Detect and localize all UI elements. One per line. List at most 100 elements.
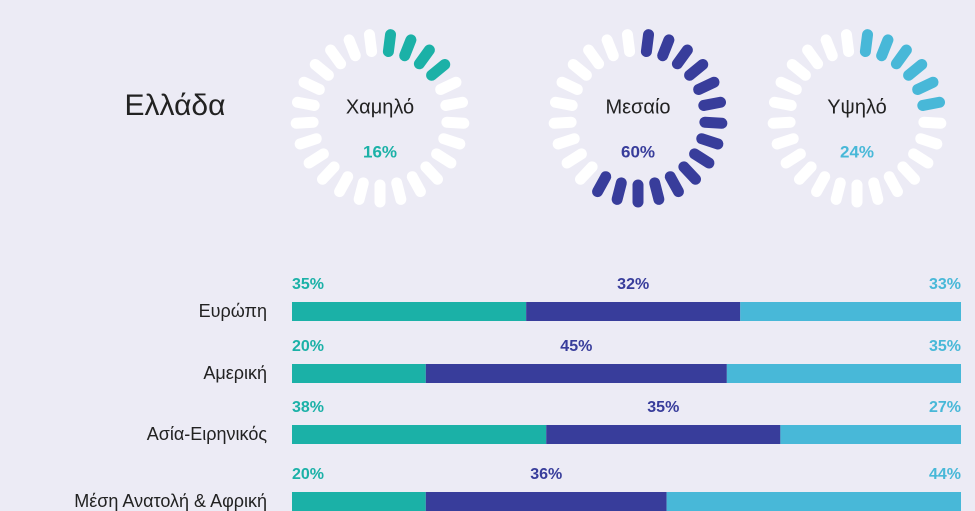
gauge-dash (290, 116, 319, 129)
gauge-dash (771, 133, 799, 150)
gauge-dash (294, 133, 322, 150)
gauge-dash (768, 96, 797, 111)
bar-segment (780, 425, 961, 444)
gauge-ring (548, 29, 728, 208)
gauge-dash-active (671, 44, 693, 70)
bar-segment (740, 302, 961, 321)
gauge-value: 24% (840, 142, 874, 161)
gauge-dash (567, 58, 592, 81)
gauge-dash (548, 116, 577, 129)
bar-segment (546, 425, 781, 444)
gauge-dash (574, 161, 598, 185)
gauge-dash (420, 161, 444, 185)
gauge-dash-active (698, 96, 727, 111)
gauge-dash (363, 29, 378, 58)
row-label: Ευρώπη (199, 301, 267, 321)
gauge-dash (918, 116, 947, 129)
gauge-dash (441, 116, 470, 129)
gauge-dash-active (912, 76, 939, 95)
gauge-dash (561, 148, 587, 169)
gauge-dash (391, 177, 407, 205)
bar-value-label: 20% (292, 338, 324, 355)
gauge-dash (830, 177, 846, 205)
gauge-dash (303, 148, 329, 169)
gauge-dash (793, 161, 817, 185)
gauge-dash-active (699, 116, 728, 129)
bar-value-label: 35% (292, 276, 324, 293)
row-label: Αμερική (203, 363, 267, 383)
gauge-dash-active (640, 29, 655, 58)
gauge-dash-active (592, 171, 612, 198)
bar-value-label: 27% (929, 399, 961, 416)
gauge-dash (915, 133, 943, 150)
gauge-dash (343, 34, 361, 62)
gauge-dash (780, 148, 806, 169)
bar-value-label: 36% (530, 466, 562, 483)
bar-value-label: 38% (292, 399, 324, 416)
gauge-dash (556, 76, 583, 95)
gauge-dash (406, 171, 426, 198)
gauge-value: 60% (621, 142, 655, 161)
gauge-ring (767, 29, 947, 208)
gauge-dash (552, 133, 580, 150)
bar-segment (526, 302, 741, 321)
gauge-dash-active (649, 177, 665, 205)
gauge-dash (583, 44, 605, 70)
gauge-dash-active (664, 171, 684, 198)
gauge-dash-active (399, 34, 417, 62)
gauge-dash (802, 44, 824, 70)
gauge-dash (309, 58, 334, 81)
bar-segment (292, 364, 426, 383)
gauge-dash (334, 171, 354, 198)
gauge-dash (883, 171, 903, 198)
gauge-dash-active (689, 148, 715, 169)
bar-segment (292, 492, 426, 511)
gauge-dash-active (611, 177, 627, 205)
bar-segment (425, 364, 727, 383)
gauge-dash (325, 44, 347, 70)
gauge-dash (438, 133, 466, 150)
gauge-dash (601, 34, 619, 62)
row-label: Μέση Ανατολή & Αφρική (74, 491, 267, 511)
gauge-dash (908, 148, 934, 169)
gauge-ring (290, 29, 470, 208)
gauge-dash-active (696, 133, 724, 150)
gauge-dash (431, 148, 457, 169)
gauge-dash-active (876, 34, 894, 62)
gauge-dash-active (678, 161, 702, 185)
gauge-dash (435, 76, 462, 95)
bar-value-label: 20% (292, 466, 324, 483)
gauge-label: Μεσαίο (605, 96, 670, 118)
bar-segment (666, 492, 961, 511)
gauge-dash (811, 171, 831, 198)
bar-value-label: 32% (617, 276, 649, 293)
gauge-dash (868, 177, 884, 205)
gauge-dash-active (859, 29, 874, 58)
gauge-dash-active (917, 96, 946, 111)
bar-value-label: 44% (929, 466, 961, 483)
gauge-dash (440, 96, 469, 111)
gauge-dash-active (693, 76, 720, 95)
gauge-dash (621, 29, 636, 58)
gauge-dash-active (413, 44, 435, 70)
gauge-dash (767, 116, 796, 129)
gauge-dash (897, 161, 921, 185)
bar-value-label: 45% (560, 338, 592, 355)
gauge-label: Υψηλό (827, 96, 887, 118)
country-title: Ελλάδα (125, 89, 226, 122)
gauge-label: Χαμηλό (346, 96, 414, 118)
gauge-dash-active (382, 29, 397, 58)
bar-segment (292, 302, 527, 321)
gauge-dash (775, 76, 802, 95)
row-label: Ασία-Ειρηνικός (147, 424, 268, 444)
gauge-dash-active (684, 58, 709, 81)
bar-value-label: 35% (647, 399, 679, 416)
gauge-dash-active (903, 58, 928, 81)
gauge-dash (549, 96, 578, 111)
bar-segment (726, 364, 961, 383)
gauge-dash (786, 58, 811, 81)
gauge-dash-active (426, 58, 451, 81)
bar-segment (292, 425, 547, 444)
